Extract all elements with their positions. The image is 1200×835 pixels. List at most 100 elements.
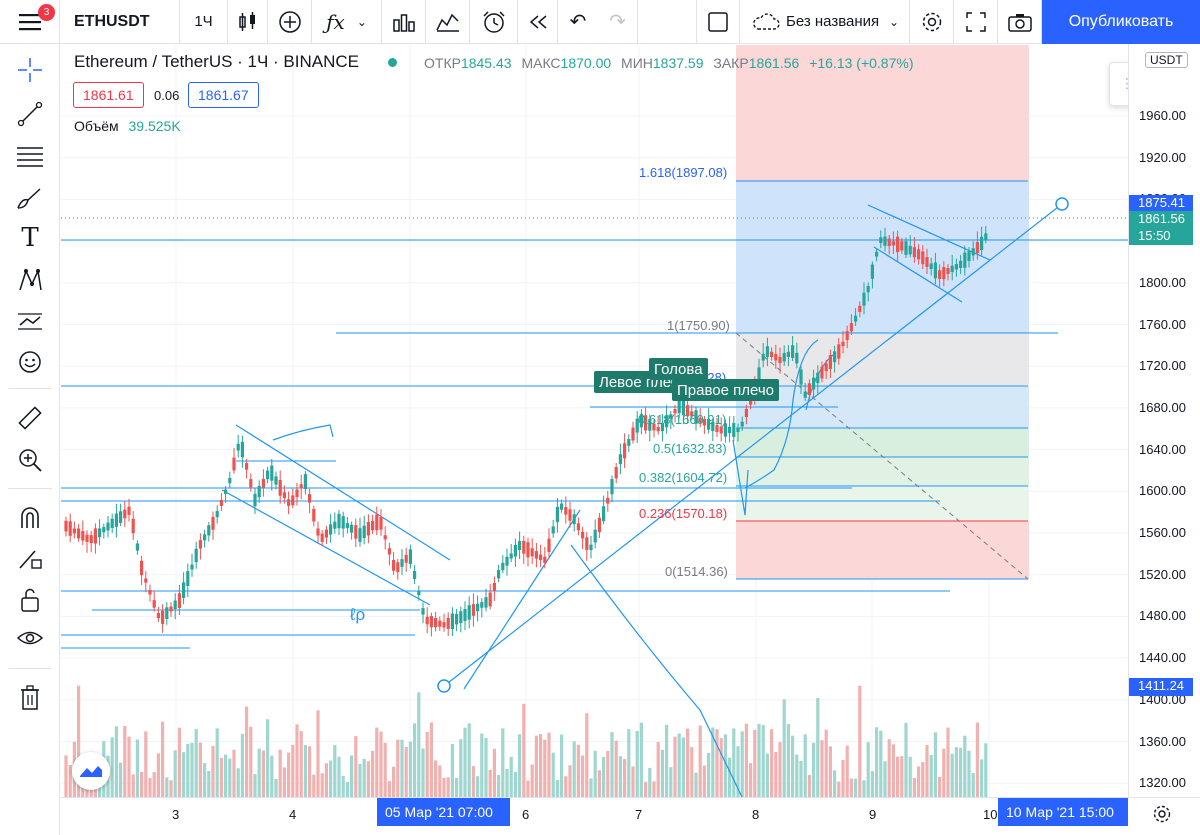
fib-tool[interactable] bbox=[10, 138, 50, 174]
prediction-tool[interactable] bbox=[10, 304, 50, 340]
candle-body bbox=[450, 613, 454, 630]
volume-bar bbox=[845, 745, 849, 797]
gear-icon bbox=[1153, 805, 1171, 823]
stop-zone bbox=[736, 45, 1029, 181]
price-chart[interactable]: ℓρ bbox=[61, 45, 1128, 797]
head-label[interactable]: Голова bbox=[649, 358, 708, 380]
candle-body bbox=[795, 352, 799, 364]
volume-bar bbox=[224, 754, 228, 797]
fib-zone-236 bbox=[736, 486, 1029, 521]
smiley-icon bbox=[19, 351, 41, 373]
time-axis[interactable]: 3 4 05 Мар '21 07:00 6 7 8 9 10 10 Мар '… bbox=[61, 797, 1200, 835]
candle-body bbox=[954, 264, 958, 270]
pattern-icon bbox=[19, 268, 42, 291]
candle-body bbox=[287, 499, 291, 506]
trend-line-handle[interactable] bbox=[1055, 197, 1069, 211]
candle-body bbox=[127, 506, 131, 515]
volume-bar bbox=[190, 742, 194, 797]
volume-bar bbox=[135, 739, 139, 797]
indicators-button[interactable]: ƒx ⌄ bbox=[312, 0, 382, 44]
lock-button[interactable] bbox=[10, 582, 50, 618]
delete-drawings-button[interactable] bbox=[10, 680, 50, 716]
visibility-tool[interactable] bbox=[10, 620, 50, 656]
symbol-search-button[interactable]: ETHUSDT bbox=[60, 0, 180, 44]
hamburger-icon bbox=[18, 13, 41, 30]
volume-bar bbox=[984, 743, 988, 797]
volume-bar bbox=[253, 774, 257, 797]
spread-value: 0.06 bbox=[154, 88, 180, 103]
pattern-tool[interactable] bbox=[10, 262, 50, 298]
lock-drawing-tool[interactable] bbox=[10, 540, 50, 576]
snapshot-button[interactable] bbox=[998, 0, 1042, 44]
compare-button[interactable] bbox=[268, 0, 312, 44]
sell-button[interactable]: 1861.61 bbox=[73, 82, 144, 108]
price-axis[interactable]: USDT 1960.001920.001880.001840.001800.00… bbox=[1128, 44, 1200, 797]
settings-button[interactable] bbox=[910, 0, 954, 44]
buy-button[interactable]: 1861.67 bbox=[188, 82, 259, 108]
ruler-tool[interactable] bbox=[10, 400, 50, 436]
trend-line-tool[interactable] bbox=[10, 96, 50, 132]
candle-body bbox=[110, 518, 114, 528]
candle-body bbox=[106, 522, 110, 531]
magnet-icon bbox=[21, 507, 39, 528]
templates-button[interactable] bbox=[426, 0, 470, 44]
emoji-tool[interactable] bbox=[10, 344, 50, 380]
candle-body bbox=[333, 521, 337, 529]
financials-button[interactable] bbox=[382, 0, 426, 44]
volume-bar bbox=[127, 736, 131, 797]
brush-tool[interactable] bbox=[10, 180, 50, 216]
fullscreen-button[interactable] bbox=[954, 0, 998, 44]
candle-body bbox=[224, 489, 228, 494]
candle-body bbox=[975, 242, 979, 254]
volume-bar bbox=[858, 685, 862, 797]
axis-settings-button[interactable] bbox=[1152, 804, 1172, 829]
magnet-tool[interactable] bbox=[10, 500, 50, 536]
menu-button[interactable]: 3 bbox=[0, 0, 60, 44]
zoom-tool[interactable] bbox=[10, 442, 50, 478]
volume-bar bbox=[568, 765, 572, 797]
trash-icon bbox=[21, 685, 39, 710]
volume-bar bbox=[392, 766, 396, 797]
open-value: 1845.43 bbox=[460, 55, 512, 71]
candle-body bbox=[564, 507, 568, 515]
candle-body bbox=[501, 562, 505, 571]
currency-label[interactable]: USDT bbox=[1145, 52, 1188, 68]
right-shoulder-label[interactable]: Правое плечо bbox=[672, 379, 779, 401]
candle-body bbox=[207, 525, 211, 536]
volume-bar bbox=[824, 729, 828, 797]
text-tool[interactable]: T bbox=[10, 220, 50, 256]
interval-button[interactable]: 1Ч bbox=[180, 0, 228, 44]
redo-button[interactable]: ↷ bbox=[598, 0, 638, 44]
volume-bar bbox=[757, 723, 761, 797]
chart-style-button[interactable] bbox=[228, 0, 268, 44]
volume-bar bbox=[77, 685, 81, 797]
candle-body bbox=[849, 323, 853, 332]
chart-pane[interactable]: ℓρ 1.618(1897.08) 1(1750.90) 0.786(1700.… bbox=[61, 45, 1128, 797]
time-tag-left: 05 Мар '21 07:00 bbox=[377, 798, 510, 826]
trend-line-handle[interactable] bbox=[437, 679, 451, 693]
crosshair-tool[interactable] bbox=[10, 52, 50, 88]
text-icon: T bbox=[21, 223, 39, 253]
candle-body bbox=[635, 418, 639, 433]
alert-button[interactable] bbox=[470, 0, 518, 44]
candle-body bbox=[72, 528, 76, 534]
candle-body bbox=[824, 363, 828, 372]
volume-bar bbox=[299, 731, 303, 797]
candle-body bbox=[618, 454, 622, 465]
drawing-toolbar: T bbox=[0, 44, 60, 835]
candle-body bbox=[392, 559, 396, 571]
tradingview-logo[interactable] bbox=[72, 752, 110, 790]
volume-bar bbox=[711, 727, 715, 797]
layout-select-button[interactable] bbox=[696, 0, 740, 44]
trend-lines bbox=[221, 203, 1063, 797]
volume-bar bbox=[266, 719, 270, 797]
candle-body bbox=[182, 582, 186, 598]
volume-bar bbox=[198, 742, 202, 797]
publish-button[interactable]: Опубликовать bbox=[1042, 0, 1200, 44]
replay-button[interactable] bbox=[518, 0, 558, 44]
volume-bar bbox=[219, 757, 223, 797]
layout-name-button[interactable]: Без названия ⌄ bbox=[740, 0, 910, 44]
candle-body bbox=[887, 238, 891, 247]
undo-button[interactable]: ↶ bbox=[558, 0, 598, 44]
volume-bar bbox=[497, 774, 501, 797]
